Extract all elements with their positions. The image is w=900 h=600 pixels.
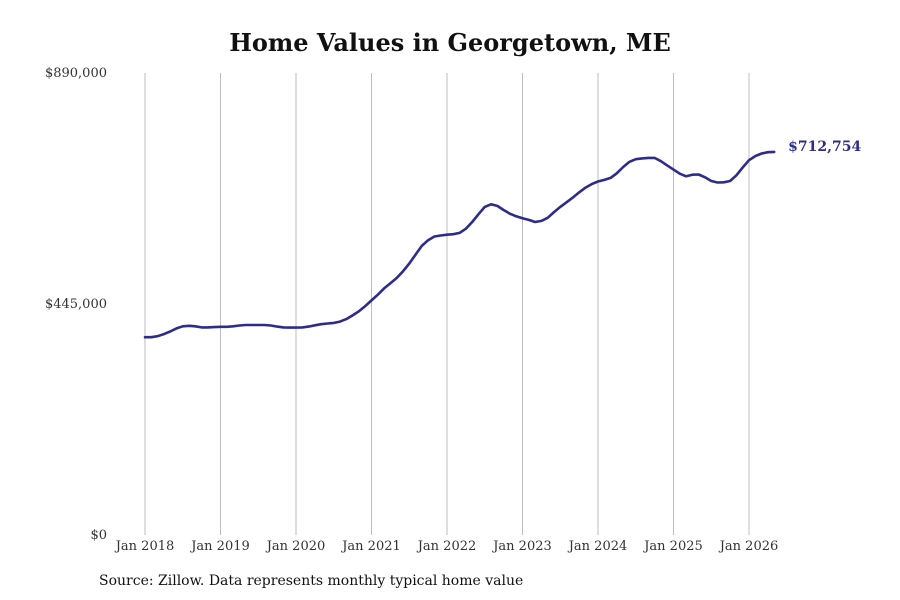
x-tick-label: Jan 2023: [491, 539, 552, 554]
x-tick-label: Jan 2021: [340, 539, 401, 554]
x-tick-label: Jan 2024: [567, 539, 628, 554]
x-tick-label: Jan 2025: [642, 539, 703, 554]
y-tick-label: $890,000: [45, 66, 107, 81]
y-tick-label: $0: [90, 528, 107, 543]
chart-title: Home Values in Georgetown, ME: [229, 28, 671, 57]
series-layer: $712,754: [143, 139, 861, 339]
x-tick-label: Jan 2026: [718, 539, 779, 554]
home-value-line: [143, 150, 776, 339]
x-tick-label: Jan 2018: [114, 539, 175, 554]
y-tick-label: $445,000: [45, 297, 107, 312]
vertical-grid: [144, 73, 750, 535]
x-tick-label: Jan 2022: [416, 539, 477, 554]
y-axis-ticks: $0 $445,000 $890,000: [45, 66, 107, 543]
x-axis-ticks: Jan 2018 Jan 2019 Jan 2020 Jan 2021 Jan 2022…: [114, 539, 779, 554]
end-value-label: $712,754: [788, 139, 861, 155]
x-tick-label: Jan 2020: [265, 539, 326, 554]
source-note: Source: Zillow. Data represents monthly …: [99, 573, 524, 589]
x-tick-label: Jan 2019: [189, 539, 250, 554]
